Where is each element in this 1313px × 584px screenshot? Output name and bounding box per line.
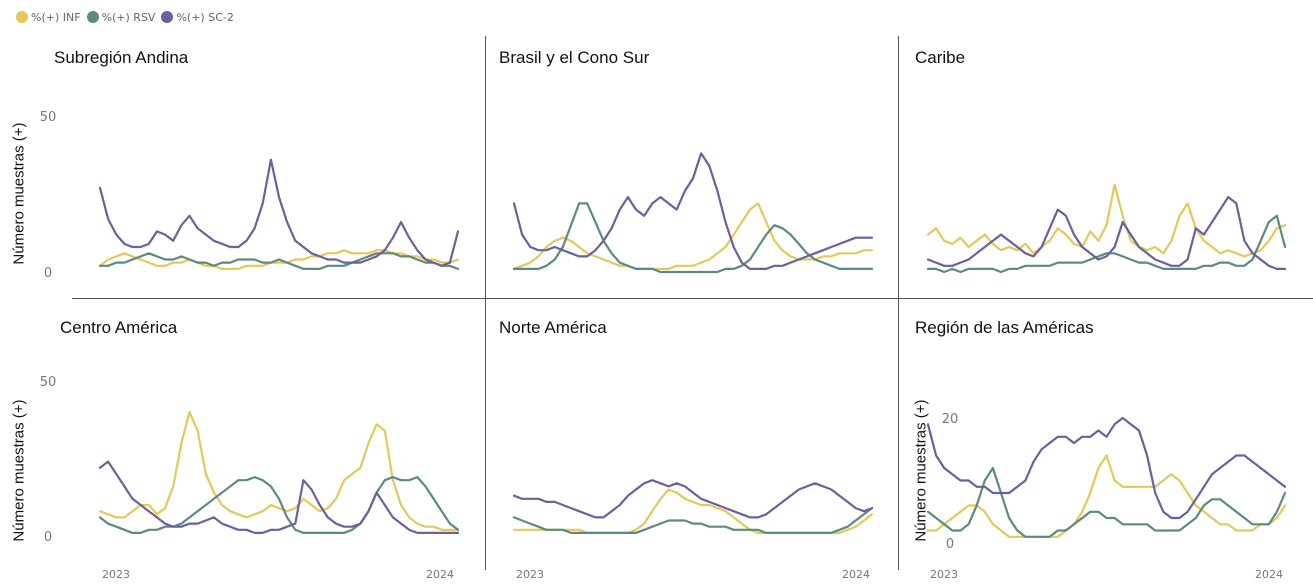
y-tick-label: 50	[40, 375, 57, 390]
y-tick-label: 0	[44, 266, 52, 281]
series-line-inf	[926, 183, 1287, 258]
series-line-sc2	[98, 158, 460, 267]
legend-swatch-sc2	[161, 11, 174, 23]
series-line-inf	[926, 454, 1287, 538]
legend-item-inf[interactable]: %(+) INF	[16, 11, 81, 24]
legend-label-sc2: %(+) SC-2	[176, 10, 234, 24]
panel-title-region: Región de las Américas	[915, 318, 1094, 337]
x-tick-label: 2023	[930, 568, 958, 581]
chart-legend: %(+) INF %(+) RSV %(+) SC-2	[16, 8, 240, 26]
legend-item-rsv[interactable]: %(+) RSV	[86, 10, 156, 24]
series-line-sc2	[926, 416, 1287, 520]
series-line-inf	[512, 488, 874, 535]
series-line-rsv	[98, 476, 460, 535]
legend-label-inf: %(+) INF	[31, 10, 81, 24]
x-tick-label: 2024	[842, 568, 870, 581]
series-line-rsv	[926, 214, 1287, 274]
series-line-sc2	[926, 196, 1287, 270]
x-tick-label: 2023	[102, 568, 130, 581]
series-line-sc2	[98, 460, 460, 535]
divider-horizontal	[72, 298, 1313, 299]
panel-title-andina: Subregión Andina	[54, 48, 189, 67]
series-line-sc2	[512, 479, 874, 519]
divider-vertical-2	[898, 36, 899, 570]
series-line-rsv	[512, 507, 874, 535]
legend-swatch-rsv	[86, 11, 99, 23]
divider-vertical-1	[485, 36, 486, 570]
series-line-rsv	[512, 202, 874, 274]
x-tick-label: 2024	[1255, 568, 1283, 581]
y-tick-label: 0	[44, 530, 52, 545]
series-line-inf	[512, 202, 874, 270]
panel-title-brasil: Brasil y el Cono Sur	[499, 48, 650, 67]
panel-title-centro: Centro América	[60, 318, 178, 337]
series-line-sc2	[512, 152, 874, 270]
panel-title-norte: Norte América	[499, 318, 607, 337]
y-tick-label: 50	[40, 110, 57, 125]
y-tick-label: 0	[946, 537, 954, 552]
legend-swatch-inf	[16, 11, 28, 23]
panel-title-caribe: Caribe	[915, 48, 966, 67]
legend-label-rsv: %(+) RSV	[101, 10, 156, 24]
y-tick-label: 20	[942, 412, 959, 427]
series-line-inf	[98, 249, 460, 270]
series-line-rsv	[98, 252, 460, 270]
x-tick-label: 2023	[516, 568, 544, 581]
legend-item-sc2[interactable]: %(+) SC-2	[161, 10, 234, 24]
series-line-inf	[98, 410, 460, 531]
x-tick-label: 2024	[426, 568, 454, 581]
series-line-rsv	[926, 466, 1287, 538]
